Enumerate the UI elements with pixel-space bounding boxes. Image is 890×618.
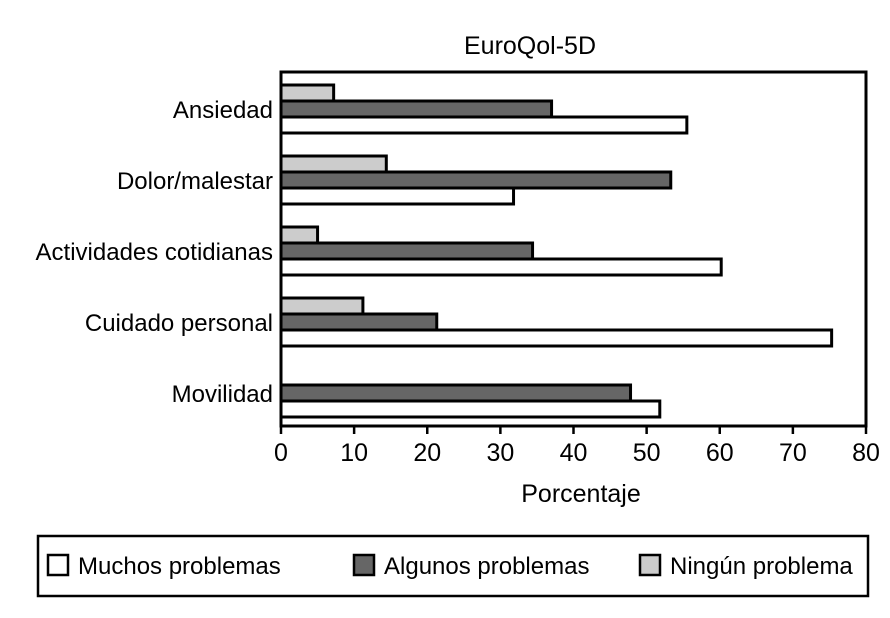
bar-muchos-problemas: [279, 257, 723, 277]
bar-ningn-problema: [279, 296, 365, 316]
x-axis-label: Porcentaje: [521, 480, 641, 508]
x-tick-label: 80: [852, 439, 880, 467]
bar-algunos-problemas: [279, 383, 633, 403]
y-tick-label: Cuidado personal: [85, 310, 273, 337]
y-tick-label: Dolor/malestar: [117, 168, 273, 195]
x-tick-label: 60: [706, 439, 734, 467]
legend-swatch: [638, 553, 662, 577]
y-tick-label: Actividades cotidianas: [36, 239, 273, 266]
bar-muchos-problemas: [279, 328, 834, 348]
x-tick-label: 0: [274, 439, 288, 467]
bar-muchos-problemas: [279, 186, 516, 206]
bar-algunos-problemas: [279, 241, 535, 261]
legend-label: Muchos problemas: [78, 553, 281, 580]
legend-swatch: [46, 553, 70, 577]
bar-ningn-problema: [279, 83, 336, 103]
bar-algunos-problemas: [279, 99, 554, 119]
bar-algunos-problemas: [279, 170, 673, 190]
bar-ningn-problema: [279, 154, 388, 174]
y-axis-labels: Ansiedad Dolor/malestar Actividades cotidi…: [36, 97, 273, 408]
legend-box: [36, 534, 870, 598]
x-tick-label: 20: [413, 439, 441, 467]
x-axis: 0 10 20 30 40 50 60 70 80: [274, 426, 880, 467]
bar-ningn-problema: [279, 225, 320, 245]
x-tick-label: 70: [779, 439, 807, 467]
x-tick-label: 30: [486, 439, 514, 467]
legend-label: Ningún problema: [670, 553, 853, 580]
x-tick-label: 50: [633, 439, 661, 467]
y-tick-label: Movilidad: [172, 381, 273, 408]
legend-swatch: [352, 553, 376, 577]
bar-muchos-problemas: [279, 115, 689, 135]
chart-title: EuroQol-5D: [464, 32, 596, 60]
x-tick-label: 10: [340, 439, 368, 467]
y-tick-label: Ansiedad: [173, 97, 273, 124]
x-tick-label: 40: [560, 439, 588, 467]
bars-group: [279, 83, 834, 419]
bar-algunos-problemas: [279, 312, 439, 332]
legend: Muchos problemas Algunos problemas Ningún …: [46, 553, 853, 580]
legend-label: Algunos problemas: [384, 553, 589, 580]
bar-muchos-problemas: [279, 399, 662, 419]
